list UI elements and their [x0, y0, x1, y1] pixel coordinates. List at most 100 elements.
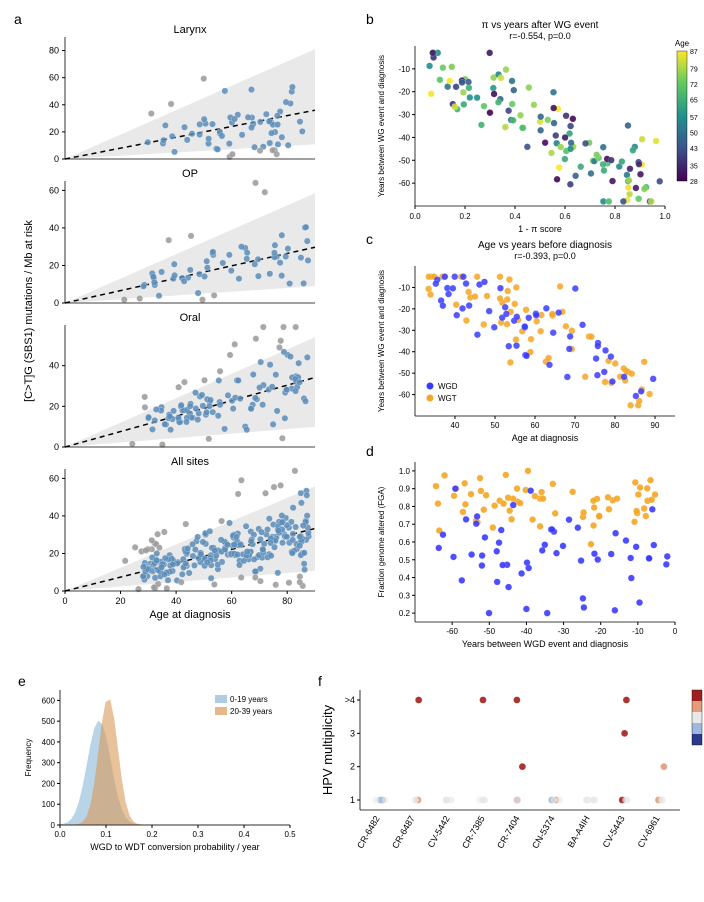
- svg-text:CR-6487: CR-6487: [390, 814, 417, 850]
- svg-text:Years between WG event and dia: Years between WG event and diagnosis: [377, 55, 386, 197]
- svg-text:-10: -10: [398, 65, 410, 74]
- svg-text:60: 60: [49, 473, 59, 483]
- svg-text:40: 40: [451, 421, 460, 430]
- svg-text:20: 20: [49, 127, 59, 137]
- svg-text:87: 87: [690, 49, 698, 56]
- svg-text:-50: -50: [484, 627, 496, 636]
- svg-text:40: 40: [49, 361, 59, 371]
- svg-text:Age at diagnosis: Age at diagnosis: [149, 609, 231, 621]
- svg-text:100: 100: [42, 800, 56, 809]
- svg-text:40: 40: [49, 511, 59, 521]
- svg-text:-40: -40: [398, 133, 410, 142]
- svg-text:CV-5443: CV-5443: [601, 814, 627, 849]
- svg-text:0.4: 0.4: [399, 574, 411, 583]
- svg-text:CV-5442: CV-5442: [426, 814, 452, 849]
- svg-text:All sites: All sites: [171, 456, 209, 468]
- svg-text:20: 20: [49, 401, 59, 411]
- svg-text:0.5: 0.5: [399, 556, 411, 565]
- svg-text:Fraction genome altered (FGA): Fraction genome altered (FGA): [377, 486, 386, 597]
- svg-text:WGD to WDT conversion probabil: WGD to WDT conversion probability / year: [90, 842, 259, 852]
- svg-text:20-39 years: 20-39 years: [230, 707, 272, 716]
- svg-text:600: 600: [42, 696, 56, 705]
- svg-text:40: 40: [49, 100, 59, 110]
- svg-text:28: 28: [690, 179, 698, 186]
- svg-text:e: e: [18, 673, 26, 689]
- svg-text:-20: -20: [398, 305, 410, 314]
- svg-text:2: 2: [350, 762, 355, 772]
- svg-text:500: 500: [42, 717, 56, 726]
- svg-text:CV-6961: CV-6961: [636, 814, 662, 849]
- svg-text:35: 35: [690, 164, 698, 171]
- svg-text:0.7: 0.7: [399, 520, 411, 529]
- svg-text:0: 0: [62, 596, 67, 606]
- svg-text:-40: -40: [398, 348, 410, 357]
- svg-text:0.5: 0.5: [284, 830, 296, 839]
- svg-text:0.6: 0.6: [399, 538, 411, 547]
- svg-text:Years between WG event and dia: Years between WG event and diagnosis: [377, 270, 386, 412]
- svg-text:60: 60: [49, 185, 59, 195]
- svg-text:0.6: 0.6: [559, 212, 571, 221]
- svg-text:80: 80: [49, 46, 59, 56]
- svg-text:CR-7404: CR-7404: [495, 814, 522, 850]
- svg-text:1.0: 1.0: [399, 467, 411, 476]
- svg-text:0: 0: [51, 821, 56, 830]
- svg-text:0.3: 0.3: [192, 830, 204, 839]
- svg-text:0.4: 0.4: [238, 830, 250, 839]
- svg-text:Larynx: Larynx: [173, 24, 207, 36]
- svg-text:0.4: 0.4: [509, 212, 521, 221]
- svg-text:-60: -60: [398, 391, 410, 400]
- svg-text:r=-0.393, p=0.0: r=-0.393, p=0.0: [514, 251, 576, 261]
- svg-text:57: 57: [690, 115, 698, 122]
- svg-text:0.8: 0.8: [609, 212, 621, 221]
- svg-text:-10: -10: [398, 283, 410, 292]
- svg-text:60: 60: [531, 421, 540, 430]
- svg-text:b: b: [366, 11, 374, 27]
- svg-text:BA-A4IH: BA-A4IH: [566, 814, 592, 849]
- svg-text:300: 300: [42, 759, 56, 768]
- svg-text:0: 0: [54, 442, 59, 452]
- svg-text:-30: -30: [398, 111, 410, 120]
- svg-text:79: 79: [690, 67, 698, 74]
- svg-text:Frequency: Frequency: [24, 739, 33, 777]
- svg-text:80: 80: [282, 596, 292, 606]
- svg-text:50: 50: [491, 421, 500, 430]
- svg-text:Age vs years before diagnosis: Age vs years before diagnosis: [478, 240, 612, 251]
- svg-text:-50: -50: [398, 369, 410, 378]
- svg-text:20: 20: [116, 596, 126, 606]
- svg-text:65: 65: [690, 97, 698, 104]
- svg-text:HPV multiplicity: HPV multiplicity: [320, 704, 335, 795]
- svg-text:0.0: 0.0: [409, 212, 421, 221]
- svg-text:f: f: [318, 673, 322, 689]
- svg-text:80: 80: [611, 421, 620, 430]
- svg-text:20: 20: [49, 260, 59, 270]
- svg-text:π vs years after WG event: π vs years after WG event: [482, 20, 599, 31]
- svg-text:1: 1: [350, 795, 355, 805]
- svg-text:72: 72: [690, 82, 698, 89]
- svg-text:43: 43: [690, 146, 698, 153]
- svg-text:200: 200: [42, 779, 56, 788]
- svg-text:0.9: 0.9: [399, 485, 411, 494]
- svg-text:WGD: WGD: [438, 382, 458, 391]
- svg-text:40: 40: [171, 596, 181, 606]
- svg-text:Age at diagnosis: Age at diagnosis: [512, 433, 579, 443]
- svg-text:0: 0: [673, 627, 678, 636]
- svg-text:d: d: [366, 443, 374, 459]
- svg-text:r=-0.554, p=0.0: r=-0.554, p=0.0: [509, 31, 571, 41]
- svg-text:-60: -60: [398, 179, 410, 188]
- svg-text:-40: -40: [521, 627, 533, 636]
- svg-text:0.1: 0.1: [100, 830, 112, 839]
- svg-text:90: 90: [651, 421, 660, 430]
- svg-text:1 - π score: 1 - π score: [518, 224, 562, 234]
- svg-text:OP: OP: [182, 168, 198, 180]
- svg-text:40: 40: [49, 223, 59, 233]
- svg-text:50: 50: [690, 131, 698, 138]
- svg-text:-50: -50: [398, 156, 410, 165]
- svg-text:0.3: 0.3: [399, 591, 411, 600]
- svg-text:-20: -20: [595, 627, 607, 636]
- svg-text:-60: -60: [446, 627, 458, 636]
- svg-text:Age: Age: [675, 39, 690, 48]
- svg-text:60: 60: [227, 596, 237, 606]
- svg-text:-30: -30: [558, 627, 570, 636]
- svg-text:CR-6482: CR-6482: [355, 814, 382, 850]
- svg-text:Oral: Oral: [180, 312, 201, 324]
